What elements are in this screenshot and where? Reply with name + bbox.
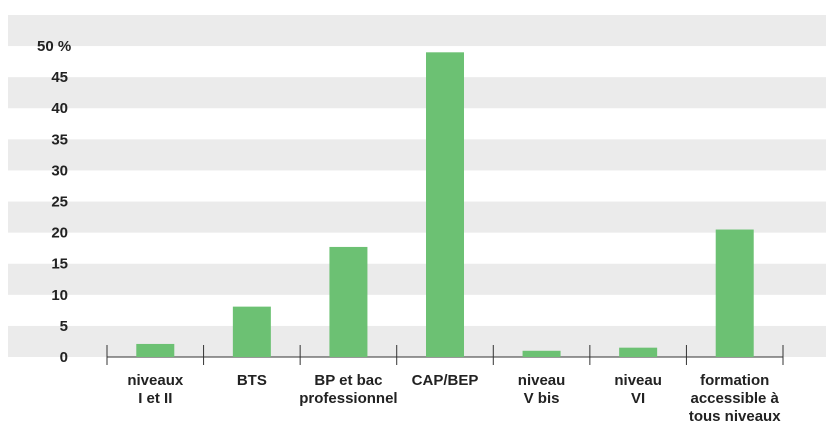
y-tick-label: 25 bbox=[51, 194, 68, 211]
bar bbox=[136, 343, 175, 357]
bar bbox=[232, 306, 271, 357]
x-tick-label: formation accessible à tous niveaux bbox=[688, 372, 781, 425]
y-tick-label: 50 % bbox=[37, 38, 71, 55]
y-tick-label: 20 bbox=[51, 225, 68, 242]
grid-band bbox=[8, 201, 826, 233]
y-tick-label: 5 bbox=[60, 318, 68, 335]
x-tick-label: BTS bbox=[236, 372, 267, 389]
x-tick-label: CAP/BEP bbox=[411, 372, 479, 389]
y-tick-label: 35 bbox=[51, 131, 68, 148]
y-tick-label: 15 bbox=[51, 256, 68, 273]
grid-band bbox=[8, 139, 826, 171]
y-tick-label: 10 bbox=[51, 287, 68, 304]
bar bbox=[329, 246, 368, 357]
y-tick-label: 45 bbox=[51, 69, 68, 86]
x-tick-label: niveau VI bbox=[614, 372, 662, 407]
y-tick-label: 30 bbox=[51, 162, 68, 179]
grid-band bbox=[8, 325, 826, 357]
bar bbox=[619, 347, 658, 357]
y-tick-label: 0 bbox=[60, 349, 68, 366]
bar bbox=[426, 52, 464, 358]
y-tick-label: 40 bbox=[51, 100, 68, 117]
bar bbox=[715, 229, 754, 357]
grid-band bbox=[8, 77, 826, 109]
x-tick-label: niveau V bis bbox=[517, 372, 566, 407]
bar bbox=[522, 350, 561, 357]
grid-band bbox=[8, 263, 826, 295]
grid-band bbox=[8, 15, 826, 47]
x-tick-label: niveaux I et II bbox=[127, 372, 184, 407]
x-tick-label: BP et bac professionnel bbox=[299, 372, 398, 407]
